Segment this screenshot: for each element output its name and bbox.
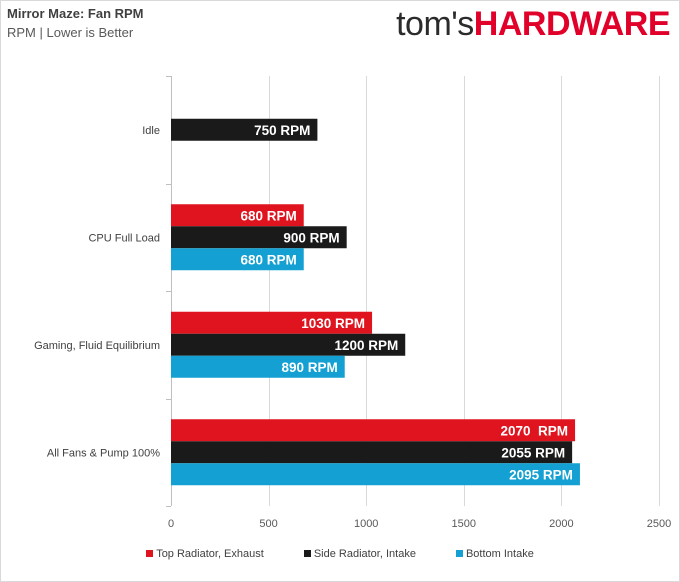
bar bbox=[171, 463, 580, 486]
x-tick-label: 1000 bbox=[354, 518, 378, 530]
chart-title: Mirror Maze: Fan RPM bbox=[7, 6, 144, 21]
x-tick-label: 1500 bbox=[452, 518, 476, 530]
x-tick-label: 500 bbox=[259, 518, 277, 530]
data-label: 750 RPM bbox=[254, 123, 310, 138]
legend-swatch bbox=[146, 550, 154, 557]
bar bbox=[171, 248, 304, 271]
data-label: 680 RPM bbox=[240, 252, 296, 267]
data-label: 1200 RPM bbox=[334, 338, 398, 353]
x-tick-label: 2500 bbox=[647, 518, 671, 530]
bar bbox=[171, 311, 373, 334]
chart-subtitle: RPM | Lower is Better bbox=[7, 25, 134, 40]
data-label: 2095 RPM bbox=[509, 467, 573, 482]
logo-part-toms: tom's bbox=[396, 5, 474, 43]
legend-item: Side Radiator, Intake bbox=[303, 548, 416, 560]
data-label: 680 RPM bbox=[240, 208, 296, 223]
legend-swatch bbox=[303, 550, 311, 557]
category-label: CPU Full Load bbox=[88, 232, 160, 244]
bar bbox=[171, 226, 347, 249]
legend-swatch bbox=[455, 550, 463, 557]
category-label: All Fans & Pump 100% bbox=[47, 447, 160, 459]
bar bbox=[171, 441, 573, 464]
bar bbox=[171, 118, 318, 141]
bar bbox=[171, 419, 576, 442]
data-label: 890 RPM bbox=[281, 360, 337, 375]
category-label: Idle bbox=[142, 125, 160, 137]
bar bbox=[171, 355, 345, 378]
bar bbox=[171, 204, 304, 227]
data-label: 900 RPM bbox=[283, 230, 339, 245]
data-label: 2055 RPM bbox=[501, 445, 565, 460]
category-label: Gaming, Fluid Equilibrium bbox=[34, 340, 160, 352]
data-label: 2070 RPM bbox=[501, 423, 569, 438]
data-label: 1030 RPM bbox=[301, 316, 365, 331]
legend-item: Bottom Intake bbox=[455, 548, 534, 560]
x-tick-label: 2000 bbox=[549, 518, 573, 530]
logo-part-hardware: HARDWARE bbox=[473, 5, 671, 43]
legend-label: Bottom Intake bbox=[465, 548, 534, 560]
x-tick-label: 0 bbox=[168, 518, 174, 530]
legend-label: Side Radiator, Intake bbox=[313, 548, 416, 560]
bar bbox=[171, 333, 406, 356]
legend-item: Top Radiator, Exhaust bbox=[146, 548, 264, 560]
chart-legend: Top Radiator, Exhaust Side Radiator, Inta… bbox=[0, 548, 680, 560]
legend-label: Top Radiator, Exhaust bbox=[156, 548, 264, 560]
toms-hardware-logo: tom'sHARDWARE bbox=[396, 5, 670, 44]
